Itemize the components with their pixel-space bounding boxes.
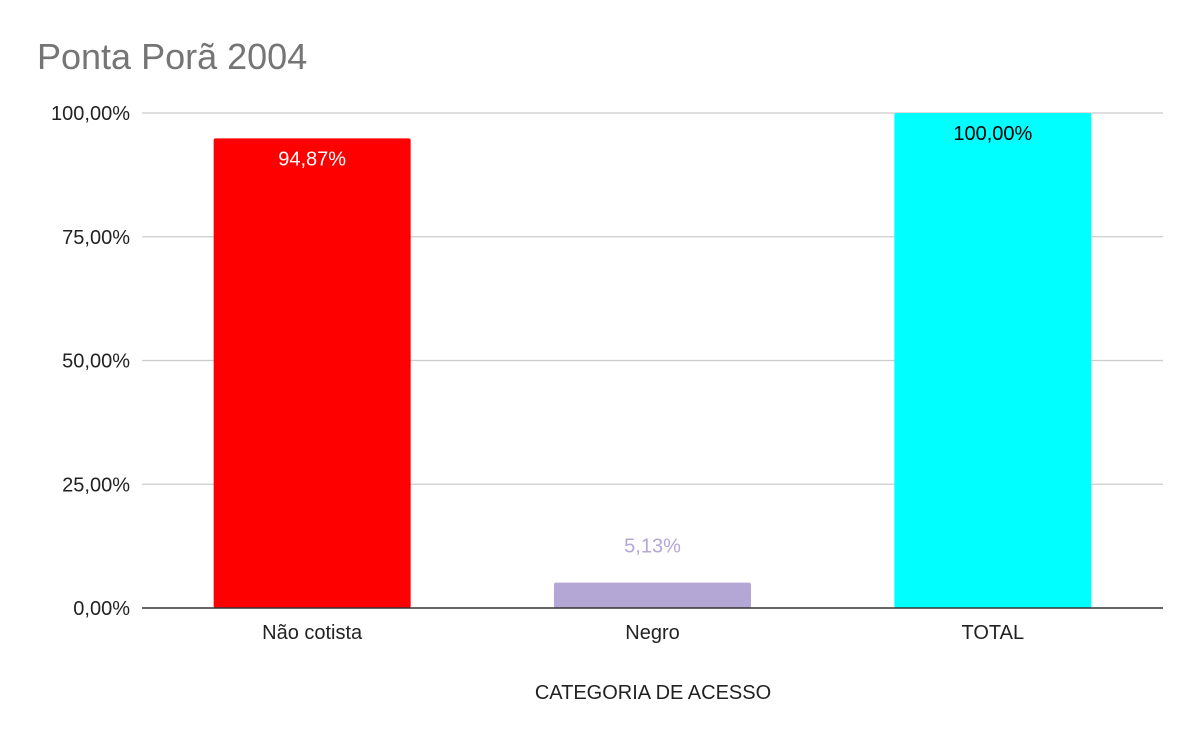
bar xyxy=(213,138,411,608)
x-tick-label: Não cotista xyxy=(262,622,363,644)
y-tick-label: 100,00% xyxy=(51,103,130,125)
chart-title: Ponta Porã 2004 xyxy=(37,36,307,77)
x-tick-label: Negro xyxy=(625,622,679,644)
y-axis-ticks: 0,00% 25,00% 50,00% 75,00% 100,00% xyxy=(51,103,130,620)
data-label: 100,00% xyxy=(953,123,1032,145)
bar xyxy=(554,582,751,608)
data-label: 5,13% xyxy=(624,536,681,558)
x-axis-categories: Não cotista Negro TOTAL xyxy=(262,622,1024,644)
data-label: 94,87% xyxy=(278,148,346,170)
y-tick-label: 75,00% xyxy=(62,227,130,249)
y-tick-label: 25,00% xyxy=(62,474,130,496)
y-tick-label: 0,00% xyxy=(73,598,130,620)
x-tick-label: TOTAL xyxy=(962,622,1025,644)
y-tick-label: 50,00% xyxy=(62,351,130,373)
bar xyxy=(894,113,1092,608)
bars: 94,87% 5,13% 100,00% xyxy=(213,113,1092,608)
x-axis-title: CATEGORIA DE ACESSO xyxy=(535,682,771,704)
